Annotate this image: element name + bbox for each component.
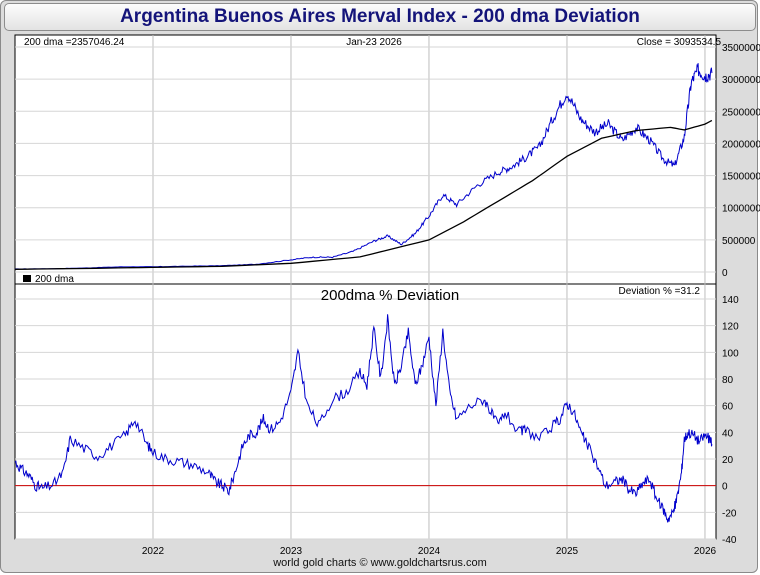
price-y-tick-label: 0 xyxy=(722,268,728,279)
price-y-tick-label: 2500000 xyxy=(722,107,760,118)
deviation-y-tick-label: 120 xyxy=(722,322,739,333)
x-tick-label: 2026 xyxy=(694,546,717,557)
deviation-y-tick-label: -40 xyxy=(722,535,737,546)
date-label: Jan-23 2026 xyxy=(346,37,402,48)
title-bar: Argentina Buenos Aires Merval Index - 20… xyxy=(4,3,756,31)
deviation-series-line xyxy=(14,314,713,523)
deviation-y-tick-label: 40 xyxy=(722,428,734,439)
price-y-tick-label: 2000000 xyxy=(722,139,760,150)
close-value-label: Close = 3093534.5 xyxy=(637,37,722,48)
price-gridlines xyxy=(15,35,716,284)
deviation-value-label: Deviation % =31.2 xyxy=(619,286,701,297)
x-tick-label: 2024 xyxy=(418,546,441,557)
price-series-group xyxy=(14,63,713,270)
legend-swatch xyxy=(23,275,31,282)
price-panel xyxy=(14,34,717,285)
price-y-tick-label: 3000000 xyxy=(722,75,760,86)
legend-label: 200 dma xyxy=(35,274,74,285)
price-y-tick-label: 1500000 xyxy=(722,172,760,183)
deviation-y-tick-label: 100 xyxy=(722,348,739,359)
deviation-y-tick-label: 80 xyxy=(722,375,734,386)
deviation-title: 200dma % Deviation xyxy=(321,287,459,304)
x-tick-label: 2022 xyxy=(142,546,165,557)
deviation-panel xyxy=(14,283,717,540)
footer-credit: world gold charts © www.goldchartsrus.co… xyxy=(273,557,487,569)
dma-series-line xyxy=(14,119,713,270)
x-tick-label: 2025 xyxy=(556,546,579,557)
deviation-y-axis: -40 -20 0 20 40 60 80 100 120 140 xyxy=(722,295,739,546)
price-y-tick-label: 1000000 xyxy=(722,204,760,215)
price-y-tick-label: 500000 xyxy=(722,236,756,247)
deviation-y-tick-label: 20 xyxy=(722,455,734,466)
deviation-y-tick-label: 60 xyxy=(722,402,734,413)
deviation-y-tick-label: 140 xyxy=(722,295,739,306)
x-axis: 2022 2023 2024 2025 2026 xyxy=(142,546,717,557)
deviation-series-group xyxy=(14,314,716,523)
dma-value-label: 200 dma =2357046.24 xyxy=(24,37,125,48)
price-y-axis: 0 500000 1000000 1500000 2000000 2500000 30000… xyxy=(722,43,760,279)
deviation-y-tick-label: -20 xyxy=(722,508,737,519)
deviation-y-tick-label: 0 xyxy=(722,482,728,493)
price-y-tick-label: 3500000 xyxy=(722,43,760,54)
x-tick-label: 2023 xyxy=(280,546,303,557)
chart-title: Argentina Buenos Aires Merval Index - 20… xyxy=(120,6,640,27)
